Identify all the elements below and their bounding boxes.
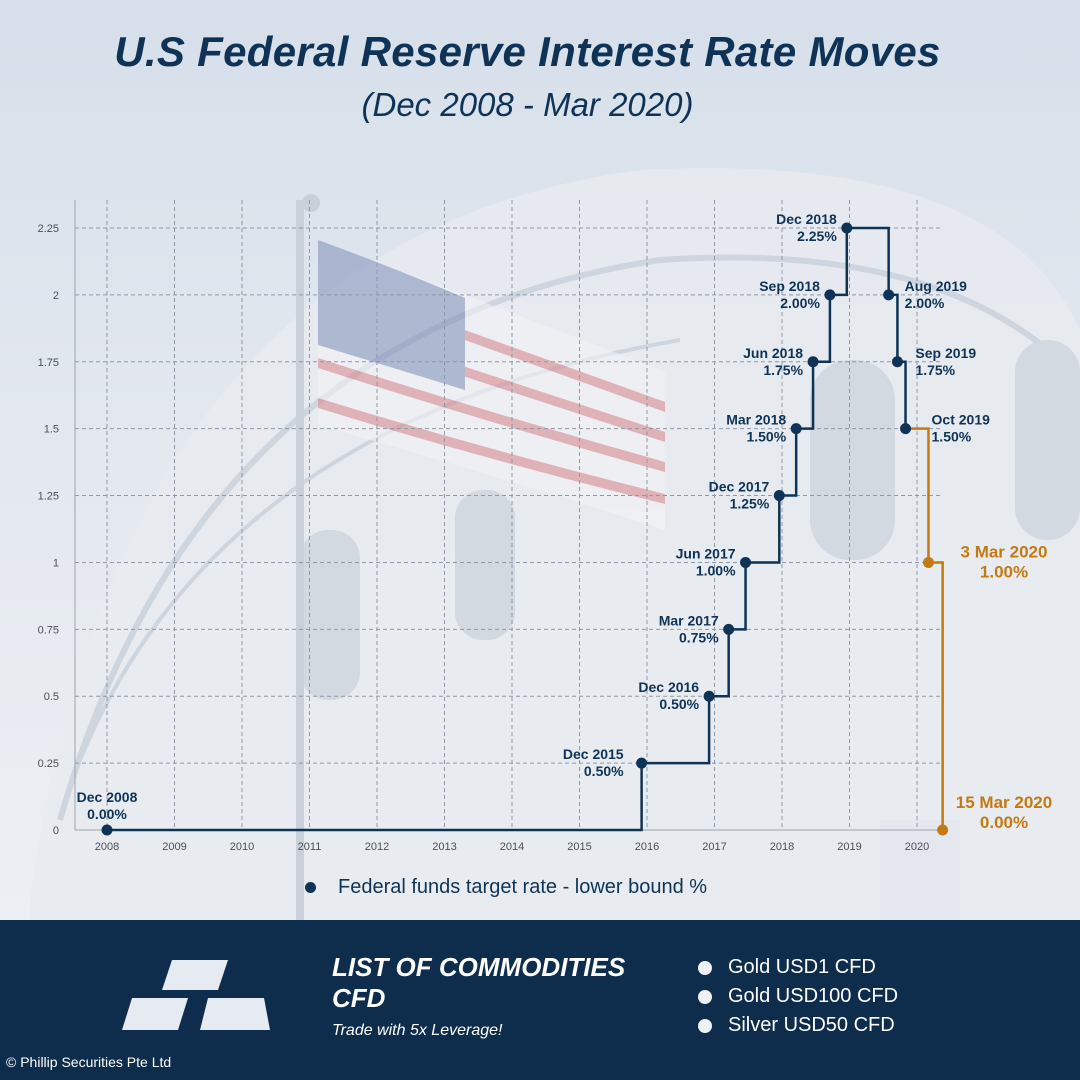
rate-chart: 0 0.25 0.5 0.75 1 1.25 1.5 1.75 2 2.25 2008 2009 201… [38,200,1052,853]
point-date-label: Aug 2019 [905,278,967,294]
legend-label: Federal funds target rate - lower bound … [338,876,708,898]
capitol-background-image [0,0,1080,920]
footer-tagline: Trade with 5x Leverage! [332,1022,503,1039]
highlight-date-label: 3 Mar 2020 [961,542,1048,561]
bullet-icon [698,1018,712,1033]
y-tick-label: 0.75 [38,624,59,636]
point-value-label: 2.00% [780,295,820,311]
data-point [740,556,752,568]
data-point [703,690,715,702]
copyright-text: © Phillip Securities Pte Ltd [6,1054,172,1070]
y-tick-label: 2 [53,290,59,302]
rate-step-line [107,226,907,832]
point-date-label: Jun 2018 [743,345,803,361]
x-tick-label: 2011 [298,841,322,853]
data-point [636,757,648,769]
data-point [900,423,912,435]
point-date-label: Dec 2008 [77,789,138,805]
x-tick-label: 2008 [95,841,119,853]
data-point [841,222,853,234]
point-date-label: Oct 2019 [932,412,991,428]
data-point [790,423,802,435]
point-date-label: Dec 2018 [776,211,837,227]
point-value-label: 1.75% [763,362,803,378]
point-value-label: 1.75% [915,362,955,378]
data-point [101,824,113,836]
product-item: Gold USD100 CFD [698,985,898,1008]
x-tick-label: 2013 [432,841,456,853]
point-value-label: 1.00% [696,562,736,578]
point-value-label: 1.25% [730,496,770,512]
american-flag [318,240,665,530]
product-label: Gold USD1 CFD [728,956,876,978]
x-tick-label: 2009 [162,841,186,853]
y-tick-label: 0.5 [44,691,59,703]
chart-subtitle: (Dec 2008 - Mar 2020) [361,86,694,123]
product-label: Gold USD100 CFD [728,985,899,1007]
point-date-label: Sep 2018 [759,278,820,294]
point-date-label: Mar 2017 [659,612,719,628]
data-point-highlight [922,556,934,568]
footer-banner: LIST OF COMMODITIES CFD Trade with 5x Le… [0,920,1080,1080]
product-label: Silver USD50 CFD [728,1014,895,1036]
product-item: Silver USD50 CFD [698,1014,895,1037]
footer-heading: LIST OF COMMODITIES CFD [332,952,626,1013]
point-date-label: Dec 2016 [638,679,699,695]
point-value-label: 1.50% [932,429,972,445]
bullet-icon [698,960,712,975]
data-point [807,356,819,368]
y-tick-label: 1.5 [44,424,59,436]
x-tick-label: 2012 [365,841,389,853]
x-tick-label: 2010 [230,841,254,853]
data-point [883,289,895,301]
data-point [824,289,836,301]
y-tick-label: 1.75 [38,357,59,369]
chart-title: U.S Federal Reserve Interest Rate Moves [114,28,941,75]
point-value-label: 2.00% [905,295,945,311]
product-item: Gold USD1 CFD [698,956,876,979]
highlight-value-label: 0.00% [980,813,1028,832]
y-tick-label: 1 [53,557,59,569]
point-value-label: 0.50% [584,763,624,779]
chart-legend: Federal funds target rate - lower bound … [305,876,707,899]
y-tick-label: 1.25 [38,491,59,503]
x-tick-label: 2014 [500,841,524,853]
bullet-icon [698,989,712,1004]
point-value-label: 0.00% [87,806,127,822]
x-tick-label: 2018 [770,841,794,853]
x-tick-label: 2016 [635,841,659,853]
y-tick-label: 0.25 [38,758,59,770]
data-point [773,490,785,502]
x-tick-label: 2020 [905,841,929,853]
data-point-highlight [937,824,949,836]
point-value-label: 0.75% [679,629,719,645]
point-value-label: 2.25% [797,228,837,244]
gold-bars-icon [122,960,270,1030]
x-tick-label: 2019 [837,841,861,853]
point-date-label: Mar 2018 [726,412,786,428]
point-date-label: Sep 2019 [915,345,976,361]
data-point [891,356,903,368]
y-tick-label: 2.25 [38,223,59,235]
x-tick-label: 2017 [702,841,726,853]
x-tick-label: 2015 [567,841,591,853]
data-point [723,623,735,635]
point-date-label: Dec 2015 [563,746,624,762]
point-value-label: 1.50% [746,429,786,445]
point-value-label: 0.50% [659,696,699,712]
y-tick-label: 0 [53,825,59,837]
point-date-label: Dec 2017 [709,479,770,495]
legend-marker [305,882,316,893]
highlight-date-label: 15 Mar 2020 [956,793,1052,812]
capitol-dome-illustration [57,194,1080,920]
point-date-label: Jun 2017 [676,545,736,561]
highlight-value-label: 1.00% [980,562,1028,581]
